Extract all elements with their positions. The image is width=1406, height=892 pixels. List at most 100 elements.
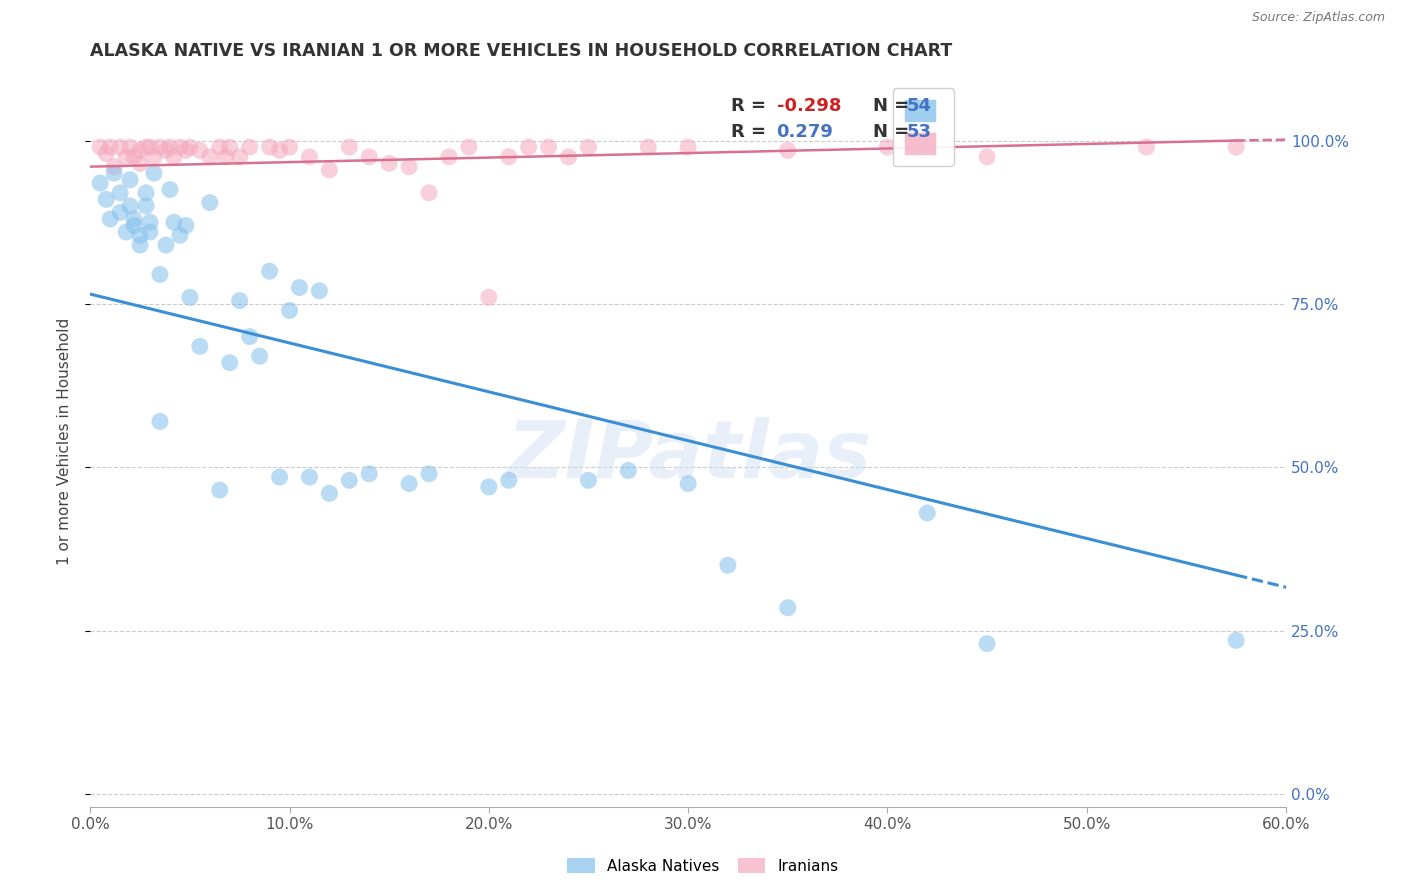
Point (208, 140, 231, 154)
Text: R =: R = (731, 97, 772, 115)
Point (239, 329, 262, 343)
Point (776, 600, 799, 615)
Point (98, 211, 121, 226)
Point (676, 140, 699, 154)
Text: 53: 53 (907, 123, 932, 141)
Point (159, 182, 181, 196)
Point (498, 473, 520, 487)
Point (418, 186, 440, 200)
Point (155, 144, 177, 158)
Point (120, 173, 142, 187)
Point (149, 415, 172, 429)
Point (139, 225, 162, 239)
Point (98, 140, 121, 154)
Point (437, 150, 460, 164)
Text: N =: N = (873, 97, 915, 115)
Point (129, 238, 152, 252)
Point (318, 486, 340, 500)
Y-axis label: 1 or more Vehicles in Household: 1 or more Vehicles in Household (58, 318, 72, 565)
Point (378, 156, 401, 170)
Point (617, 463, 640, 477)
Text: 0.279: 0.279 (776, 123, 834, 141)
Point (418, 467, 440, 481)
Point (498, 150, 520, 164)
Legend: , : , (893, 88, 955, 166)
Text: R =: R = (731, 123, 772, 141)
Point (288, 280, 311, 294)
Point (578, 473, 600, 487)
Point (976, 637, 998, 651)
Point (188, 339, 211, 353)
Point (198, 150, 221, 164)
Point (135, 140, 157, 154)
Point (478, 290, 501, 304)
Point (169, 228, 191, 243)
Point (637, 140, 659, 154)
Point (278, 140, 301, 154)
Point (174, 219, 197, 233)
Point (359, 150, 381, 164)
Point (578, 140, 600, 154)
Point (976, 150, 998, 164)
Point (169, 140, 191, 154)
Point (337, 140, 360, 154)
Point (115, 150, 138, 164)
Point (915, 506, 938, 520)
Point (239, 140, 262, 154)
Point (179, 290, 201, 304)
Point (876, 140, 898, 154)
Point (557, 150, 579, 164)
Point (149, 268, 172, 282)
Point (122, 219, 145, 233)
Point (298, 470, 321, 484)
Point (269, 470, 291, 484)
Point (120, 140, 142, 154)
Point (108, 186, 131, 200)
Point (717, 558, 740, 573)
Point (155, 238, 177, 252)
Point (103, 166, 125, 180)
Point (96, 146, 118, 161)
Point (108, 205, 131, 219)
Point (179, 140, 201, 154)
Point (398, 160, 420, 174)
Point (143, 166, 166, 180)
Point (159, 140, 181, 154)
Point (1225, 140, 1247, 154)
Point (122, 211, 145, 226)
Text: 54: 54 (907, 97, 932, 115)
Point (517, 140, 540, 154)
Point (163, 150, 186, 164)
Point (398, 476, 420, 491)
Point (228, 293, 250, 308)
Point (278, 303, 301, 318)
Point (298, 150, 321, 164)
Point (1135, 140, 1157, 154)
Point (228, 150, 250, 164)
Point (457, 140, 479, 154)
Point (478, 480, 501, 494)
Point (122, 150, 145, 164)
Point (208, 483, 231, 497)
Point (259, 264, 281, 278)
Text: N =: N = (873, 123, 915, 141)
Point (89, 140, 111, 154)
Point (249, 349, 271, 363)
Point (135, 186, 157, 200)
Point (129, 144, 152, 158)
Point (198, 195, 221, 210)
Point (139, 140, 162, 154)
Point (115, 225, 138, 239)
Point (537, 140, 560, 154)
Point (776, 144, 799, 158)
Point (108, 140, 131, 154)
Point (149, 140, 172, 154)
Point (1225, 633, 1247, 648)
Point (163, 215, 186, 229)
Text: -0.298: -0.298 (776, 97, 841, 115)
Point (120, 199, 142, 213)
Text: ZIPatlas: ZIPatlas (506, 417, 870, 495)
Point (139, 215, 162, 229)
Point (359, 467, 381, 481)
Point (96, 192, 118, 206)
